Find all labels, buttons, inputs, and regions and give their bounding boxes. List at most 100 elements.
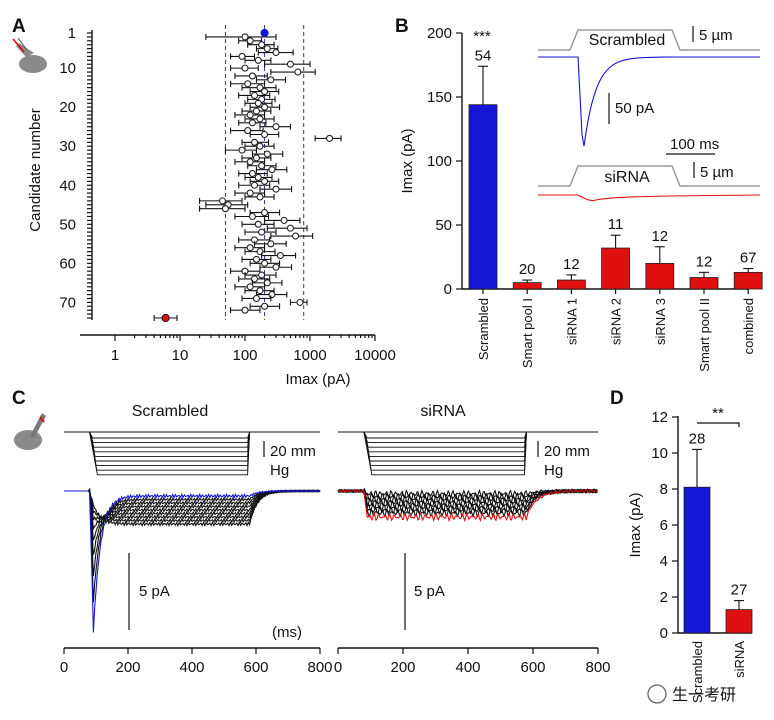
panel-a-xtick-label: 10 [172,347,189,364]
panel-a-ytick-label: 40 [59,177,76,194]
panel-a-point [258,271,266,279]
panel-d-ylabel: Imax (pA) [627,492,644,557]
panel-a-ytick-label: 30 [59,138,76,155]
panel-a-ytick-label: 10 [59,60,76,77]
panel-c-left-pressure-step [89,431,251,457]
panel-a-point [326,134,334,142]
panel-b-bar [512,282,542,290]
panel-a-point [254,220,262,228]
panel-c-xtick-label: 200 [115,659,140,676]
panel-a-point [263,45,271,53]
panel-d-ytick-label: 12 [651,409,668,426]
panel-b-category-label: siRNA 2 [609,298,624,345]
inset-scrambled-current-trace [538,56,760,147]
panel-letter-d: D [610,388,624,409]
panel-a-point [272,123,280,131]
panel-a-point [263,150,271,158]
panel-a-point [296,298,304,306]
panel-a-point [261,130,269,139]
panel-a-point [246,158,254,166]
panel-a-point [252,255,260,263]
panel-c-left-pressure-step [89,431,251,453]
panel-c-left-trace-max [64,489,321,633]
panel-a-point [250,275,259,283]
panel-d-ytick-label: 8 [660,481,668,498]
panel-c-xtick-label: 600 [243,659,268,676]
panel-a-ytick-label: 20 [59,99,76,116]
panel-c-left-pressure-step [89,431,251,476]
panel-a-point [258,41,266,49]
panel-a-point [254,56,262,64]
panel-c-left-mmhg-label2: Hg [270,462,289,479]
panel-a-point [256,142,264,150]
panel-a-point [267,240,275,248]
panel-b-bar [689,277,719,290]
panel-d-category-label: Scrambled [690,641,705,703]
panel-c-right-stimulus [338,431,598,476]
panel-a-point [280,216,288,224]
panel-a-ytick-label: 1 [68,25,76,42]
panel-b-n-label: 12 [563,256,580,273]
panel-a-point [246,111,254,119]
panel-a-point [241,33,249,41]
panel-a-point [252,107,260,115]
panel-a-point [267,76,275,84]
panel-c-xtick-label: 0 [334,659,342,676]
panel-a-point [276,251,284,260]
panel-b-bar [601,247,630,290]
panel-d-yaxis: 0 2 4 6 8 10 12 [651,409,678,642]
panel-b-category-label: siRNA 3 [653,298,668,345]
panel-c-left-current-traces [64,487,321,633]
panel-d-n-label: 28 [689,430,706,447]
panel-a-point [254,173,262,182]
panel-a-point [248,169,256,178]
panel-a-xtick-label: 1 [111,347,119,364]
panel-a-point [272,185,280,193]
panel-b-ytick-label: 0 [444,281,452,298]
panel-a-ylabel: Candidate number [27,108,44,231]
panel-a-point [246,189,254,197]
panel-a-point [221,205,229,213]
panel-c-right-pressure-step [363,431,527,453]
panel-c-right-trace-max [337,488,598,523]
panel-a-point [241,64,249,72]
panel-a-point [272,48,280,57]
panel-d-ytick-label: 2 [660,589,668,606]
panel-a-point [261,302,269,310]
panel-a-point [256,84,264,92]
panel-a-point [261,103,269,111]
panel-b-yaxis: 0 50 100 150 200 [427,25,462,298]
panel-a-point [261,177,269,185]
panel-a-ytick-label: 70 [59,294,76,311]
panel-b-category-label: Scrambled [476,298,491,360]
inset-scrambled-label: Scrambled [589,32,665,49]
panel-d-ytick-label: 4 [660,553,668,570]
panel-c-right-pressure-step [363,431,527,476]
panel-b-ytick-label: 200 [427,25,452,42]
panel-b-bar [733,271,763,290]
panel-c-right-pressure-step [363,431,527,439]
panel-a-xaxis: 1 10 100 1000 10000 [111,335,396,364]
panel-letter-a: A [12,16,26,37]
panel-a-point [241,306,249,314]
inset-sirna-stimulus [538,165,760,187]
panel-a-points [153,28,342,323]
panel-d-ytick-label: 6 [660,517,668,534]
panel-a-point [258,228,266,236]
panel-a-point [252,154,260,162]
wechat-icon [647,684,667,704]
panel-d-ytick-label: 0 [660,625,668,642]
panel-c-right-mmhg-label2: Hg [544,462,563,479]
panel-a-reference-lines [224,25,305,320]
panel-d-significance: ** [712,405,724,422]
panel-b-inset: Scrambled 5 µm 50 pA 100 ms siRNA 5 µm [538,26,761,202]
panel-letter-c: C [12,388,26,409]
inset-sirna-label: siRNA [604,169,650,186]
inset-um-label-bottom: 5 µm [700,164,734,181]
panel-b-bar [645,262,675,290]
panel-d-ytick-label: 10 [651,445,668,462]
panel-a-scrambled-point [260,28,269,38]
panel-a-point [256,287,264,295]
inset-pa-label: 50 pA [615,100,654,117]
